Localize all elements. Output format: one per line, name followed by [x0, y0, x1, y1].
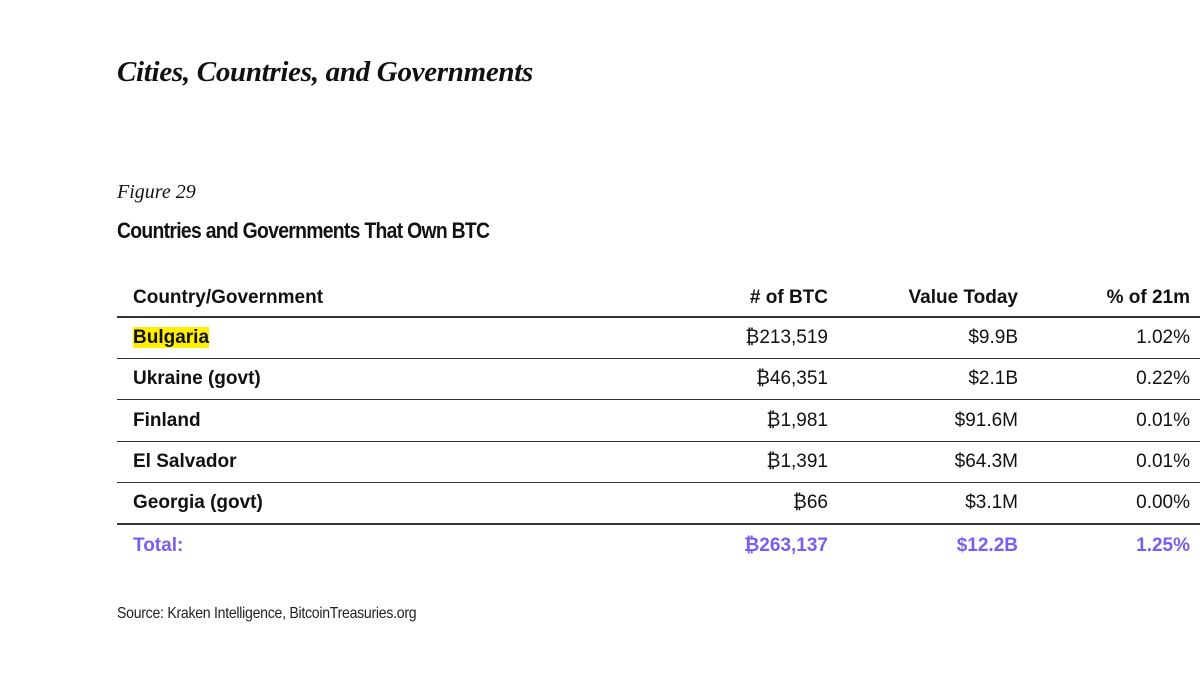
section-title: Cities, Countries, and Governments	[117, 56, 534, 88]
cell-value: 0.00%	[1136, 483, 1190, 523]
cell-text: $3.1M	[965, 492, 1018, 514]
cell-text: $91.6M	[954, 409, 1018, 431]
row-label: Georgia (govt)	[133, 483, 263, 523]
cell-value: % of 21m	[1107, 278, 1190, 318]
row-label: Country/Government	[133, 278, 323, 318]
table-row: El Salvador ₿1,391 $64.3M 0.01%	[117, 442, 1200, 483]
cell-value: $3.1M	[965, 483, 1018, 523]
figure-title: Countries and Governments That Own BTC	[117, 218, 490, 243]
cell-text: 1.25%	[1136, 534, 1190, 556]
cell-value: $12.2B	[957, 526, 1018, 566]
cell-text: Total:	[133, 534, 184, 556]
cell-text: Bulgaria	[133, 327, 210, 348]
row-label: Bulgaria	[133, 318, 210, 358]
cell-value: ₿46,351	[756, 359, 828, 399]
cell-text: Georgia (govt)	[133, 492, 263, 514]
cell-value: $64.3M	[955, 442, 1018, 482]
cell-text: Country/Government	[133, 287, 324, 308]
table-row: Bulgaria ₿213,519 $9.9B 1.02%	[117, 318, 1200, 359]
cell-value: 0.01%	[1136, 442, 1190, 482]
cell-value: # of BTC	[750, 278, 828, 318]
cell-value: ₿1,981	[766, 401, 828, 441]
cell-text: ₿46,351	[755, 368, 828, 390]
row-label: El Salvador	[133, 442, 237, 482]
cell-text: 0.00%	[1136, 492, 1190, 514]
cell-value: $91.6M	[955, 401, 1018, 441]
cell-text: $2.1B	[968, 368, 1018, 390]
cell-text: Value Today	[908, 287, 1018, 308]
cell-text: 1.02%	[1136, 327, 1190, 348]
cell-value: ₿66	[793, 483, 828, 523]
table-row: Finland ₿1,981 $91.6M 0.01%	[117, 401, 1200, 442]
cell-text: El Salvador	[133, 450, 237, 472]
cell-text: 0.01%	[1136, 409, 1190, 431]
cell-value: ₿213,519	[745, 318, 828, 358]
cell-text: $9.9B	[968, 327, 1018, 348]
cell-value: $9.9B	[968, 318, 1018, 358]
cell-value: Value Today	[909, 278, 1018, 318]
cell-text: ₿1,391	[766, 450, 828, 472]
cell-text: ₿263,137	[743, 534, 828, 556]
table-row: Ukraine (govt) ₿46,351 $2.1B 0.22%	[117, 359, 1200, 401]
cell-value: 0.01%	[1136, 401, 1190, 441]
cell-text: ₿66	[792, 492, 828, 514]
cell-value: 0.22%	[1136, 359, 1190, 399]
cell-text: Finland	[133, 409, 201, 431]
cell-value: 1.25%	[1136, 526, 1190, 566]
source-note: Source: Kraken Intelligence, BitcoinTrea…	[117, 605, 417, 622]
cell-value: $2.1B	[968, 359, 1018, 399]
cell-text: Ukraine (govt)	[133, 368, 261, 390]
cell-text: ₿213,519	[745, 327, 828, 348]
figure-label: Figure 29	[117, 181, 196, 203]
cell-value: ₿1,391	[766, 442, 828, 482]
cell-text: $12.2B	[956, 534, 1018, 556]
cell-text: 0.22%	[1136, 368, 1190, 390]
row-label: Finland	[133, 401, 201, 441]
table-row: Georgia (govt) ₿66 $3.1M 0.00%	[117, 483, 1200, 526]
cell-value: ₿263,137	[744, 526, 828, 566]
cell-text: 0.01%	[1136, 450, 1190, 472]
cell-text: % of 21m	[1106, 287, 1190, 308]
row-label: Ukraine (govt)	[133, 359, 261, 399]
header-row: Country/Government # of BTC Value Today % o…	[117, 278, 1200, 318]
cell-text: ₿1,981	[766, 409, 828, 431]
cell-value: 1.02%	[1136, 318, 1190, 358]
cell-text: # of BTC	[749, 287, 828, 308]
row-label: Total:	[133, 526, 183, 566]
cell-text: $64.3M	[954, 450, 1018, 472]
total-row: Total: ₿263,137 $12.2B 1.25%	[117, 526, 1200, 566]
